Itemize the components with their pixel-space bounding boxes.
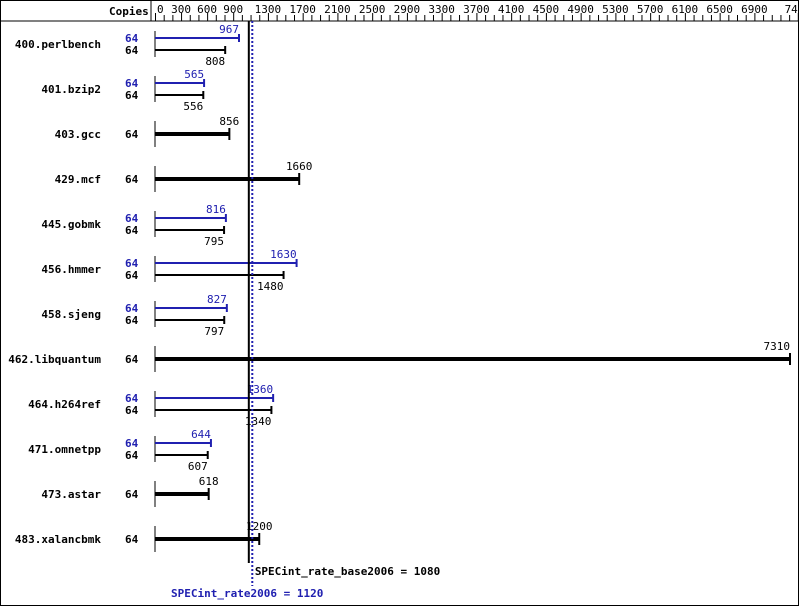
peak-copies: 64 <box>125 32 139 45</box>
x-tick-label: 2500 <box>359 3 386 16</box>
base-value: 795 <box>204 235 224 248</box>
peak-value: 816 <box>206 203 226 216</box>
base-copies: 64 <box>125 533 139 546</box>
benchmark-label: 462.libquantum <box>8 353 101 366</box>
x-tick-label: 2900 <box>394 3 421 16</box>
peak-copies: 64 <box>125 302 139 315</box>
x-tick-label: 4500 <box>533 3 560 16</box>
x-tick-label: 6900 <box>741 3 768 16</box>
base-value: 607 <box>188 460 208 473</box>
base-value: 856 <box>219 115 239 128</box>
peak-copies: 64 <box>125 392 139 405</box>
base-copies: 64 <box>125 89 139 102</box>
peak-copies: 64 <box>125 257 139 270</box>
x-tick-label: 4900 <box>567 3 594 16</box>
x-tick-label: 300 <box>171 3 191 16</box>
copies-header: Copies <box>109 5 149 18</box>
peak-value: 1360 <box>247 383 274 396</box>
peak-value: 827 <box>207 293 227 306</box>
base-copies: 64 <box>125 314 139 327</box>
peak-value: 1630 <box>270 248 297 261</box>
x-tick-label: 3300 <box>428 3 455 16</box>
x-tick-label: 5300 <box>602 3 629 16</box>
base-value: 797 <box>204 325 224 338</box>
base-value: 7310 <box>764 340 791 353</box>
base-value: 556 <box>183 100 203 113</box>
benchmark-label: 483.xalancbmk <box>15 533 101 546</box>
peak-value: 967 <box>219 23 239 36</box>
benchmark-label: 458.sjeng <box>41 308 101 321</box>
x-tick-label: 6500 <box>706 3 733 16</box>
base-mean-label: SPECint_rate_base2006 = 1080 <box>255 565 440 578</box>
peak-copies: 64 <box>125 77 139 90</box>
x-tick-label: 1700 <box>289 3 316 16</box>
x-tick-label: 600 <box>197 3 217 16</box>
base-value: 808 <box>205 55 225 68</box>
benchmark-label: 429.mcf <box>55 173 101 186</box>
x-tick-label: 5700 <box>637 3 664 16</box>
benchmark-label: 471.omnetpp <box>28 443 101 456</box>
benchmark-label: 464.h264ref <box>28 398 101 411</box>
base-copies: 64 <box>125 488 139 501</box>
benchmark-label: 456.hmmer <box>41 263 101 276</box>
x-tick-label: 6100 <box>672 3 699 16</box>
benchmark-label: 401.bzip2 <box>41 83 101 96</box>
peak-copies: 64 <box>125 437 139 450</box>
peak-value: 644 <box>191 428 211 441</box>
base-copies: 64 <box>125 269 139 282</box>
base-copies: 64 <box>125 353 139 366</box>
base-copies: 64 <box>125 173 139 186</box>
base-value: 618 <box>199 475 219 488</box>
x-tick-label: 1300 <box>255 3 282 16</box>
benchmark-label: 400.perlbench <box>15 38 101 51</box>
x-tick-label: 0 <box>157 3 164 16</box>
peak-value: 565 <box>184 68 204 81</box>
benchmark-label: 403.gcc <box>55 128 101 141</box>
x-tick-label: 2100 <box>324 3 351 16</box>
base-copies: 64 <box>125 44 139 57</box>
base-copies: 64 <box>125 449 139 462</box>
base-value: 1200 <box>246 520 273 533</box>
base-value: 1660 <box>286 160 313 173</box>
x-tick-label: 900 <box>223 3 243 16</box>
x-tick-label: 7400 <box>785 3 799 16</box>
x-tick-label: 3700 <box>463 3 490 16</box>
peak-mean-label: SPECint_rate2006 = 1120 <box>171 587 323 600</box>
base-copies: 64 <box>125 224 139 237</box>
base-copies: 64 <box>125 404 139 417</box>
base-value: 1480 <box>257 280 284 293</box>
x-tick-label: 4100 <box>498 3 525 16</box>
benchmark-label: 473.astar <box>41 488 101 501</box>
peak-copies: 64 <box>125 212 139 225</box>
benchmark-label: 445.gobmk <box>41 218 101 231</box>
base-copies: 64 <box>125 128 139 141</box>
